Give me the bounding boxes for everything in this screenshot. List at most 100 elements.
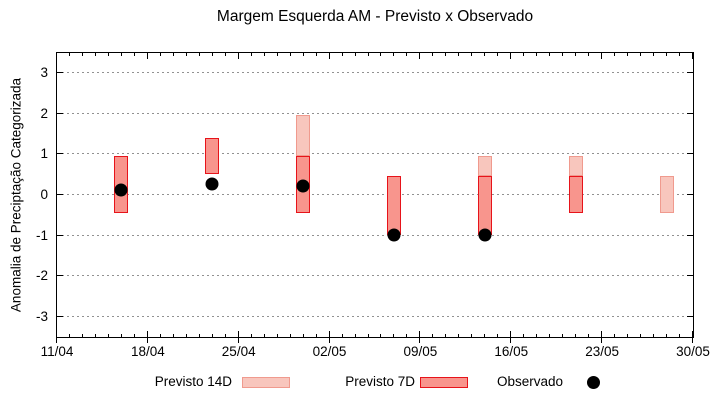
x-tick-label: 30/05 — [676, 344, 710, 359]
x-tick-label: 18/04 — [130, 344, 165, 359]
x-tick-bottom — [666, 333, 668, 337]
x-tick-top — [406, 52, 408, 56]
y-tick-right — [686, 112, 693, 114]
x-tick-bottom — [56, 330, 57, 337]
x-tick-bottom — [562, 333, 564, 337]
x-tick-top — [497, 52, 499, 56]
x-tick-outer — [601, 338, 603, 343]
y-tick-right — [686, 315, 693, 317]
x-tick-top — [56, 52, 57, 59]
y-tick-left — [56, 194, 63, 195]
x-tick-top — [484, 52, 486, 56]
x-tick-outer — [56, 338, 57, 343]
x-tick-top — [367, 52, 369, 56]
x-tick-top — [536, 52, 538, 56]
x-tick-bottom — [198, 333, 200, 337]
y-tick-right — [686, 275, 693, 277]
x-tick-bottom — [120, 333, 122, 337]
x-tick-top — [549, 52, 551, 56]
x-tick-bottom — [185, 333, 187, 337]
x-tick-top — [653, 52, 655, 56]
bar-previsto-14d — [568, 155, 583, 177]
y-tick-left — [56, 315, 63, 317]
legend-label-previsto-7d: Previsto 7D — [345, 374, 415, 389]
x-tick-top — [393, 52, 395, 56]
x-tick-bottom — [341, 333, 343, 337]
x-tick-outer — [510, 338, 512, 343]
legend-swatch-previsto-14d — [242, 377, 290, 388]
gridline-y-2 — [56, 112, 693, 114]
bar-previsto-14d — [296, 115, 311, 156]
y-tick-right — [686, 72, 693, 74]
x-tick-bottom — [211, 333, 213, 337]
observado-dot — [296, 179, 310, 193]
x-tick-top — [120, 52, 122, 56]
bar-previsto-14d — [659, 176, 674, 213]
x-tick-bottom — [432, 333, 434, 337]
x-tick-top — [94, 52, 96, 56]
x-tick-bottom — [81, 333, 83, 337]
y-tick-label: 0 — [40, 187, 48, 202]
x-tick-bottom — [575, 333, 577, 337]
x-tick-top — [81, 52, 83, 56]
x-tick-bottom — [445, 333, 447, 337]
x-tick-bottom — [133, 333, 135, 337]
x-tick-bottom — [588, 333, 590, 337]
x-tick-label: 09/05 — [403, 344, 438, 359]
x-tick-bottom — [523, 333, 525, 337]
x-tick-bottom — [393, 333, 395, 337]
x-tick-top — [133, 52, 135, 56]
bar-previsto-7d — [477, 176, 492, 236]
x-tick-top — [211, 52, 213, 56]
y-tick-left — [56, 234, 63, 236]
y-tick-label: 1 — [40, 146, 48, 162]
x-tick-bottom — [250, 333, 252, 337]
x-tick-bottom — [484, 333, 486, 337]
x-tick-top — [315, 52, 317, 56]
x-tick-top — [510, 52, 512, 59]
bar-previsto-7d — [568, 176, 583, 213]
x-tick-top — [445, 52, 447, 56]
y-tick-label: -3 — [35, 308, 48, 324]
x-tick-top — [575, 52, 577, 56]
x-tick-bottom — [497, 333, 499, 337]
x-tick-top — [523, 52, 525, 56]
x-tick-top — [666, 52, 668, 56]
x-tick-bottom — [94, 333, 96, 337]
x-tick-top — [250, 52, 252, 56]
x-tick-outer — [146, 338, 148, 343]
y-tick-right — [686, 234, 693, 236]
x-tick-bottom — [146, 330, 148, 337]
x-tick-label: 25/04 — [221, 344, 256, 359]
x-tick-bottom — [289, 333, 291, 337]
x-tick-bottom — [263, 333, 265, 337]
legend-label-observado: Observado — [496, 374, 563, 389]
x-tick-top — [458, 52, 460, 56]
y-tick-left — [56, 112, 63, 114]
x-tick-label: 16/05 — [494, 344, 529, 359]
gridline-y-0 — [56, 194, 693, 195]
x-tick-bottom — [627, 333, 629, 337]
x-tick-label: 23/05 — [585, 344, 620, 359]
x-tick-bottom — [614, 333, 616, 337]
x-tick-label: 02/05 — [312, 344, 347, 359]
gridline-y--3 — [56, 315, 693, 317]
x-tick-top — [185, 52, 187, 56]
x-tick-outer — [237, 338, 239, 343]
x-tick-bottom — [237, 330, 239, 337]
x-tick-bottom — [653, 333, 655, 337]
x-tick-top — [354, 52, 356, 56]
x-tick-outer — [328, 338, 330, 343]
x-tick-bottom — [328, 330, 330, 337]
chart-title: Margem Esquerda AM - Previsto x Observad… — [216, 8, 534, 25]
gridline-y-1 — [56, 153, 693, 155]
x-tick-bottom — [380, 333, 382, 337]
x-tick-top — [159, 52, 161, 56]
x-tick-bottom — [276, 333, 278, 337]
x-tick-bottom — [549, 333, 551, 337]
x-tick-top — [68, 52, 70, 56]
x-tick-bottom — [640, 333, 642, 337]
x-tick-bottom — [302, 333, 304, 337]
x-tick-top — [640, 52, 642, 56]
x-tick-bottom — [367, 333, 369, 337]
